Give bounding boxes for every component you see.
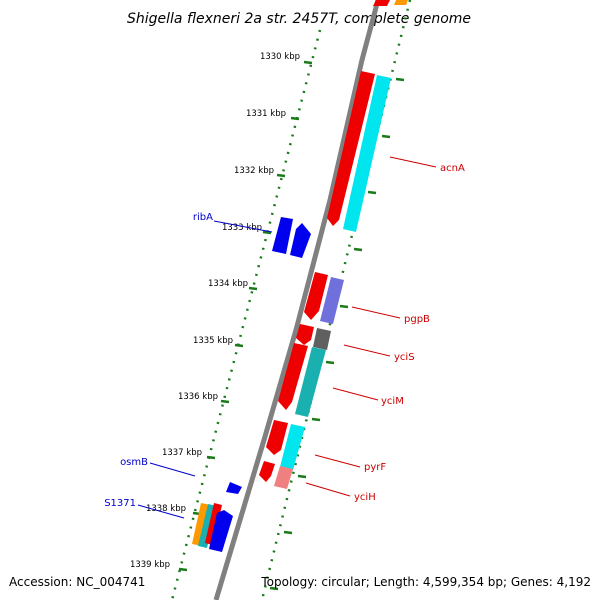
topology-text: Topology: circular; Length: 4,599,354 bp… [260, 575, 591, 589]
cds-top-orange[interactable] [394, 0, 408, 5]
cds-acnA[interactable] [343, 75, 391, 232]
tick-label-1333: 1333 kbp [222, 223, 262, 233]
gene-ribA-b[interactable] [290, 223, 311, 258]
gene-yciS[interactable] [296, 324, 314, 345]
tick-label-1338: 1338 kbp [146, 504, 186, 514]
gene-pyrF[interactable] [266, 420, 288, 455]
tick-label-1330: 1330 kbp [260, 52, 300, 62]
label-yciM[interactable]: yciM [381, 396, 404, 407]
tick-label-1334: 1334 kbp [208, 279, 248, 289]
label-leaders [137, 156, 437, 519]
cds-pgpB[interactable] [320, 277, 344, 324]
label-osmB[interactable]: osmB [120, 457, 148, 468]
major-ticks-inner [178, 60, 313, 572]
cds-pyrF[interactable] [280, 424, 305, 470]
cds-yciH[interactable] [274, 466, 293, 489]
tick-label-1331: 1331 kbp [246, 109, 286, 119]
gene-ribA-a[interactable] [272, 217, 293, 254]
outer-tick-ring [260, 0, 412, 600]
tick-label-1337: 1337 kbp [162, 448, 202, 458]
gene-labels: acnA pgpB yciS yciM pyrF yciH ribA osmB … [104, 163, 465, 509]
reverse-genes[interactable] [192, 217, 311, 552]
genome-backbone [213, 0, 381, 600]
tick-label-1336: 1336 kbp [178, 392, 218, 402]
gene-pgpB[interactable] [304, 272, 328, 320]
label-S1371[interactable]: S1371 [104, 498, 136, 509]
label-yciS[interactable]: yciS [394, 352, 415, 363]
tick-labels: 1330 kbp 1331 kbp 1332 kbp 1333 kbp 1334… [130, 52, 300, 570]
tick-label-1335: 1335 kbp [193, 336, 233, 346]
cds-yciM[interactable] [295, 347, 326, 417]
map-title: Shigella flexneri 2a str. 2457T, complet… [127, 11, 471, 27]
gene-osmB[interactable] [226, 482, 242, 494]
tick-label-1339: 1339 kbp [130, 560, 170, 570]
forward-cds[interactable] [274, 0, 408, 489]
gene-yciH[interactable] [259, 461, 275, 482]
label-acnA[interactable]: acnA [440, 163, 465, 174]
label-yciH[interactable]: yciH [354, 492, 376, 503]
gene-S1371-blue[interactable] [209, 510, 233, 552]
label-pyrF[interactable]: pyrF [364, 462, 386, 473]
label-ribA[interactable]: ribA [193, 212, 213, 223]
major-ticks-outer [269, 77, 405, 591]
accession-text: Accession: NC_004741 [9, 575, 145, 589]
forward-genes[interactable] [259, 0, 390, 482]
tick-label-1332: 1332 kbp [234, 166, 274, 176]
gene-yciM[interactable] [278, 343, 308, 410]
gene-acnA[interactable] [327, 71, 375, 226]
gene-top-red[interactable] [373, 0, 390, 6]
label-pgpB[interactable]: pgpB [404, 314, 430, 325]
cds-yciS[interactable] [313, 328, 331, 350]
